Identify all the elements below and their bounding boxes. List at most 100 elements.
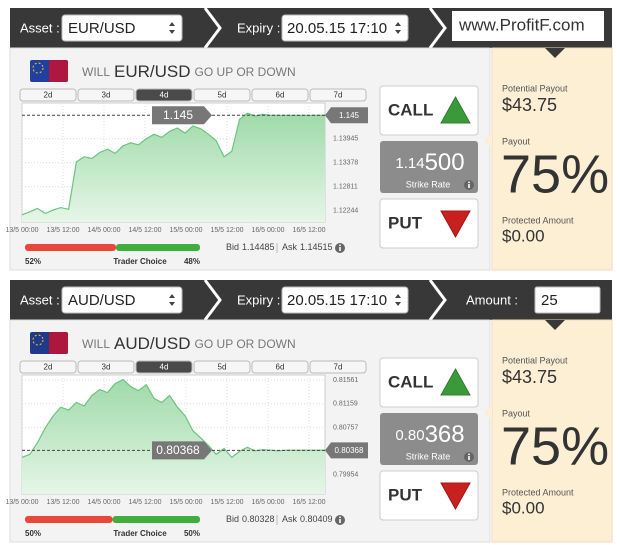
sentiment-call: [112, 516, 200, 523]
bid: Bid 1.14485: [226, 242, 275, 252]
put-arrow: [440, 210, 471, 239]
price-area: [22, 379, 325, 494]
x-tick-label: 15/5 00:00: [169, 499, 202, 506]
ask-value: 1.14515: [300, 242, 333, 252]
period-button[interactable]: [309, 360, 367, 374]
amount-input[interactable]: [534, 286, 601, 314]
period-button[interactable]: [77, 360, 135, 374]
info-icon-glyph: [339, 519, 341, 523]
sentiment-right: 48%: [184, 257, 200, 266]
period-label: 4d: [160, 363, 169, 372]
ask-label: Ask: [282, 242, 298, 252]
period-button[interactable]: [309, 88, 367, 102]
y-tick-label: 1.13945: [333, 136, 358, 143]
current-price-tag: [325, 442, 368, 459]
select-arrow: [395, 302, 401, 306]
strike-big: 500: [425, 149, 465, 176]
payout-label: Payout: [502, 408, 531, 418]
select-arrow: [395, 30, 401, 34]
period-label: 3d: [102, 363, 111, 372]
potential-payout: $43.75: [502, 95, 557, 115]
info-icon-glyph: [468, 456, 470, 460]
y-tick-label: 0.80757: [333, 424, 358, 431]
put-label: PUT: [388, 485, 423, 504]
period-label: 5d: [218, 363, 227, 372]
header-separator: [428, 279, 447, 321]
expiry-label: Expiry :: [237, 20, 280, 35]
put-arrow: [440, 482, 471, 511]
x-tick-label: 14/5 00:00: [87, 227, 120, 234]
call-label: CALL: [388, 100, 433, 119]
period-button[interactable]: [251, 88, 309, 102]
select-arrow: [169, 30, 175, 34]
sentiment-call: [116, 244, 200, 251]
potential-payout-label: Potential Payout: [502, 83, 568, 93]
select-arrow: [395, 22, 401, 26]
info-icon-glyph: [339, 516, 341, 519]
sentiment-left: 52%: [25, 257, 41, 266]
ask: Ask 0.80409: [282, 514, 333, 524]
info-icon-glyph: [339, 247, 341, 251]
x-tick-label: 13/5 00:00: [5, 499, 38, 506]
header-separator: [203, 279, 222, 321]
expiry-select[interactable]: [281, 14, 409, 42]
bid-value: 1.14485: [242, 242, 275, 252]
x-tick-label: 16/5 00:00: [251, 227, 284, 234]
ask-label: Ask: [282, 514, 298, 524]
expiry-select[interactable]: [281, 286, 409, 314]
strike-label: Strike Rate: [406, 179, 451, 189]
period-label: 2d: [44, 363, 53, 372]
asset-value: EUR/USD: [68, 20, 136, 37]
x-tick-label: 15/5 12:00: [210, 499, 243, 506]
x-tick-label: 15/5 12:00: [210, 227, 243, 234]
watermark: www.ProfitF.com: [458, 15, 585, 34]
question-rest: GO UP OR DOWN: [195, 65, 296, 79]
asset-select[interactable]: [61, 14, 183, 42]
select-arrow: [169, 294, 175, 298]
info-icon-glyph: [468, 181, 470, 184]
period-button[interactable]: [19, 88, 77, 102]
current-price-tag: [325, 107, 368, 124]
x-tick-label: 16/5 12:00: [292, 227, 325, 234]
period-button[interactable]: [193, 360, 251, 374]
y-tick-label: 1.12811: [333, 184, 358, 191]
period-button[interactable]: [135, 360, 193, 374]
period-label: 7d: [334, 91, 343, 100]
period-button[interactable]: [19, 360, 77, 374]
strike-small: 1.14: [395, 155, 424, 172]
info-icon-glyph: [339, 244, 341, 247]
question-pair: EUR/USD: [114, 62, 191, 81]
period-label: 6d: [276, 363, 285, 372]
potential-payout-label: Potential Payout: [502, 355, 568, 365]
amount-label: Amount :: [466, 292, 518, 307]
period-label: 2d: [44, 91, 53, 100]
period-button[interactable]: [193, 88, 251, 102]
watermark-box: [452, 11, 604, 41]
protected: $0.00: [502, 226, 545, 245]
sentiment-right: 50%: [184, 529, 200, 538]
period-label: 5d: [218, 91, 227, 100]
asset-value: AUD/USD: [68, 292, 136, 309]
x-tick-label: 15/5 00:00: [169, 227, 202, 234]
strike-rate: 0.80368: [395, 421, 464, 448]
select-arrow: [169, 302, 175, 306]
current-price-flag: [152, 441, 212, 460]
period-button[interactable]: [77, 88, 135, 102]
strike-rate: 1.14500: [395, 149, 464, 176]
y-tick-label: 0.81159: [333, 401, 358, 408]
asset-select[interactable]: [61, 286, 183, 314]
period-label: 3d: [102, 91, 111, 100]
asset-label: Asset :: [20, 292, 60, 307]
question-rest: GO UP OR DOWN: [195, 337, 296, 351]
strike-box: [380, 413, 478, 465]
period-button[interactable]: [251, 360, 309, 374]
period-button[interactable]: [135, 88, 193, 102]
question-will: WILL: [82, 65, 110, 79]
x-tick-label: 13/5 12:00: [46, 227, 79, 234]
current-price-flag: [152, 106, 212, 125]
header-caret: [545, 48, 565, 58]
question-will: WILL: [82, 337, 110, 351]
payout-label: Payout: [502, 136, 531, 146]
current-price-axis: 0.80368: [335, 446, 364, 455]
